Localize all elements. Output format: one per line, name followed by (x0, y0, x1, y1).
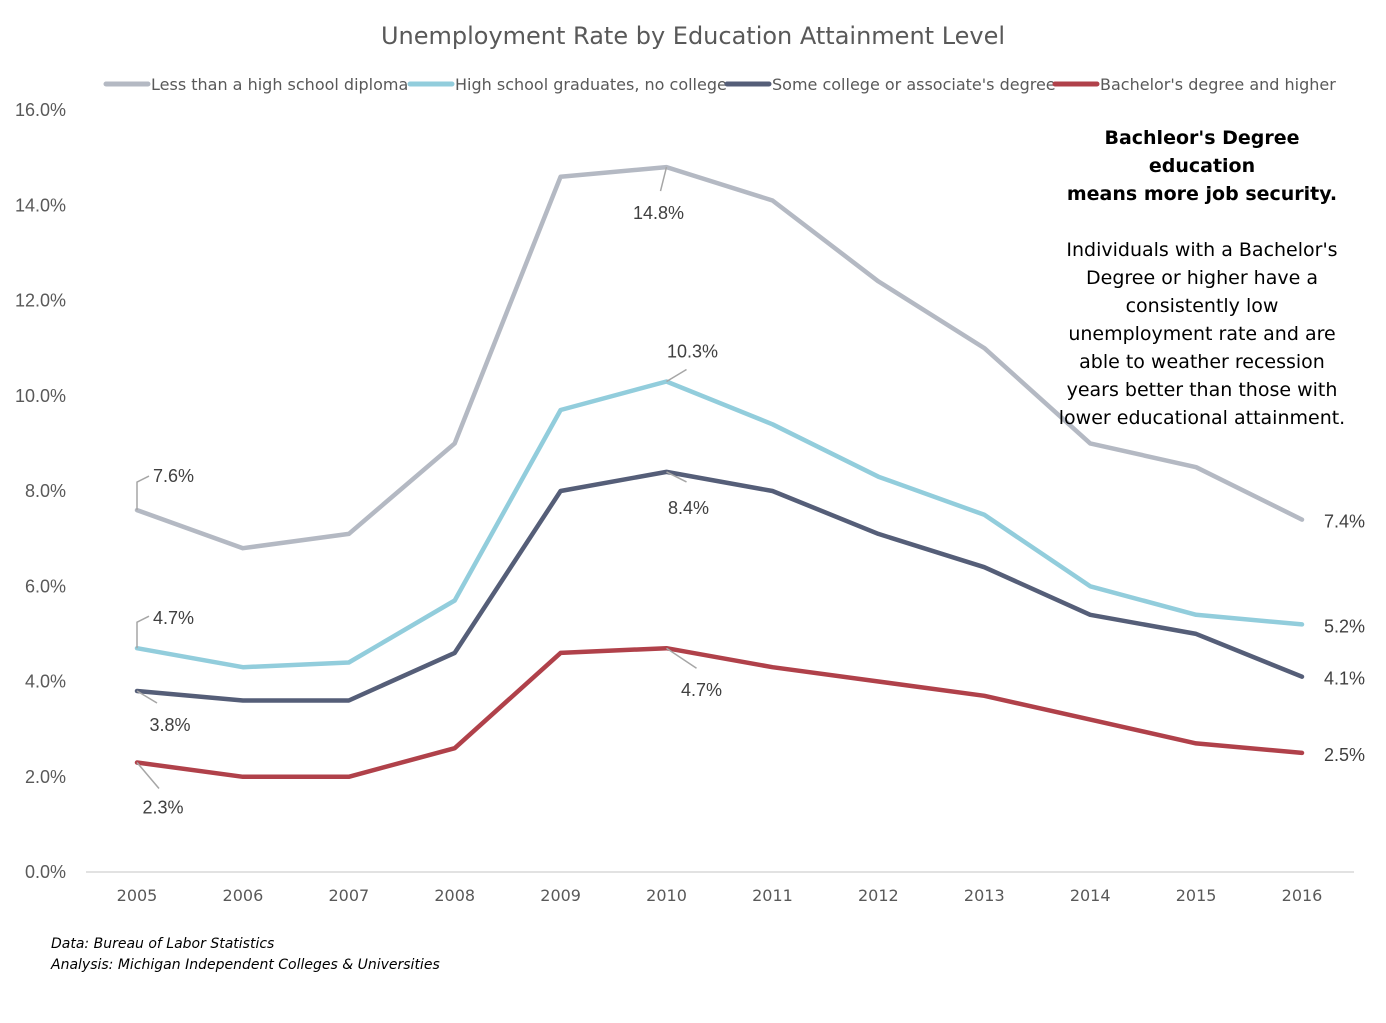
chart-title: Unemployment Rate by Education Attainmen… (381, 22, 1005, 50)
data-label: 3.8% (149, 715, 190, 735)
data-label: 4.7% (153, 608, 194, 628)
data-label: 7.4% (1324, 512, 1365, 532)
x-tick-label: 2009 (540, 886, 581, 905)
annotation-body: Individuals with a Bachelor's Degree or … (1054, 236, 1350, 432)
series-line (134, 645, 1305, 780)
data-label: 7.6% (153, 466, 194, 486)
annotation-heading-line: Bachleor's Degree education (1104, 127, 1300, 177)
x-tick-label: 2006 (223, 886, 264, 905)
source-note: Data: Bureau of Labor Statistics Analysi… (51, 934, 440, 976)
x-tick-label: 2007 (328, 886, 369, 905)
data-label-leader (666, 471, 687, 483)
legend: Less than a high school diploma High scho… (103, 75, 1336, 94)
legend-label: Bachelor's degree and higher (1100, 75, 1336, 94)
annotation-body-line: lower educational attainment. (1058, 407, 1346, 429)
data-label-leader (136, 475, 150, 511)
data-label: 2.3% (142, 797, 183, 817)
y-tick-label: 8.0% (25, 481, 66, 501)
series-layer (134, 164, 1305, 780)
source-analysis-line: Analysis: Michigan Independent Colleges … (51, 957, 440, 973)
x-tick-label: 2014 (1070, 886, 1111, 905)
data-label-leader (136, 690, 158, 704)
y-axis: 0.0% 2.0% 4.0% 6.0% 8.0% 10.0% 12.0% 14.0% 16.0% (15, 100, 66, 882)
data-label: 2.5% (1324, 745, 1365, 765)
legend-label: Some college or associate's degree (772, 75, 1056, 94)
data-label: 14.8% (633, 203, 684, 223)
data-label: 10.3% (667, 341, 718, 361)
data-label: 8.4% (668, 498, 709, 518)
x-tick-label: 2016 (1282, 886, 1323, 905)
annotation-heading: Bachleor's Degree education means more j… (1054, 124, 1350, 208)
annotation-body-line: Individuals with a Bachelor's (1066, 239, 1338, 261)
data-label-leader (666, 647, 697, 669)
data-label-layer: 7.6% 14.8% 7.4% 4.7% 10.3% 5.2% 3.8% 8.4% 4.1% 2.… (136, 166, 1365, 817)
x-tick-label: 2005 (117, 886, 158, 905)
annotation-body-line: unemployment rate and are (1068, 323, 1336, 345)
x-tick-label: 2011 (752, 886, 793, 905)
annotation-body-line: consistently low (1125, 295, 1279, 317)
annotation-box: Bachleor's Degree education means more j… (1054, 124, 1350, 432)
x-tick-label: 2012 (858, 886, 899, 905)
x-tick-label: 2008 (434, 886, 475, 905)
data-label-leader (136, 615, 150, 649)
x-tick-label: 2010 (646, 886, 687, 905)
annotation-body-line: Degree or higher have a (1086, 267, 1318, 289)
data-label-leader (666, 368, 687, 383)
x-tick-label: 2015 (1176, 886, 1217, 905)
data-label: 5.2% (1324, 616, 1365, 636)
annotation-body-line: able to weather recession (1079, 351, 1325, 373)
source-data-line: Data: Bureau of Labor Statistics (51, 936, 275, 952)
y-tick-label: 2.0% (25, 767, 66, 787)
annotation-body-line: years better than those with (1066, 379, 1338, 401)
x-tick-label: 2013 (964, 886, 1005, 905)
y-tick-label: 16.0% (15, 100, 66, 120)
series-line (134, 164, 1305, 551)
series-line (134, 379, 1305, 670)
y-tick-label: 10.0% (15, 386, 66, 406)
legend-label: Less than a high school diploma (151, 75, 408, 94)
data-label: 4.1% (1324, 669, 1365, 689)
series-line (134, 469, 1305, 703)
legend-label: High school graduates, no college (455, 75, 727, 94)
annotation-heading-line: means more job security. (1066, 183, 1338, 205)
data-label-leader (136, 762, 160, 789)
x-axis: 2005 2006 2007 2008 2009 2010 2011 2012 2013 2014… (86, 871, 1354, 905)
y-tick-label: 14.0% (15, 195, 66, 215)
data-label: 4.7% (681, 680, 722, 700)
y-tick-label: 4.0% (25, 672, 66, 692)
y-tick-label: 6.0% (25, 576, 66, 596)
data-label-leader (659, 166, 668, 192)
y-tick-label: 12.0% (15, 291, 66, 311)
y-tick-label: 0.0% (25, 862, 66, 882)
